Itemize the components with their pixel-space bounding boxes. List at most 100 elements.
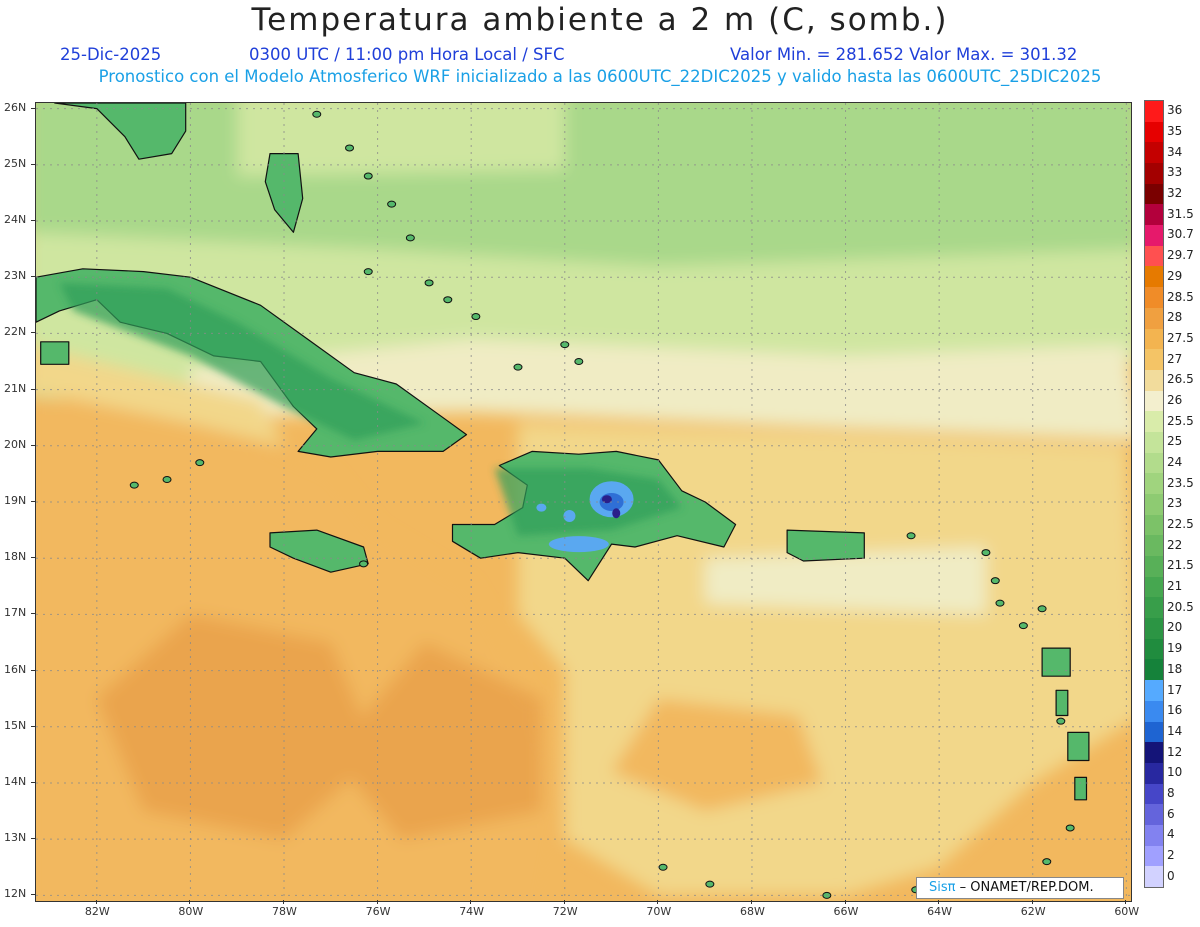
islet-6 [471,313,481,321]
legend-label: 21 [1167,579,1183,594]
legend-swatch [1145,307,1163,329]
lon-tick-label: 74W [459,905,485,918]
legend-label: 29.7 [1167,248,1194,263]
island-jamaica [269,529,369,573]
lat-tick-label: 18N [4,550,27,564]
lat-tick [31,894,35,896]
legend-label: 27 [1167,351,1183,366]
legend-swatch [1145,266,1163,288]
cuba-interior [59,282,425,441]
legend-swatch [1145,783,1163,805]
legend-label: 28.5 [1167,289,1194,304]
lon-tick [844,900,846,904]
lat-tick-label: 20N [4,437,27,451]
legend-label: 23.5 [1167,475,1194,490]
legend-swatch [1145,494,1163,516]
lon-tick [470,900,472,904]
lon-tick [1031,900,1033,904]
legend-swatch [1145,183,1163,205]
legend-label: 27.5 [1167,330,1194,345]
lon-tick [95,900,97,904]
islet-14 [990,577,1000,585]
islet-0 [312,110,322,118]
legend-label: 26 [1167,392,1183,407]
legend-swatch [1145,680,1163,702]
legend-label: 17 [1167,682,1183,697]
onamet-credit: – ONAMET/REP.DOM. [959,880,1094,895]
legend-label: 22.5 [1167,517,1194,532]
warm-patch-east [611,698,823,812]
temperature-map[interactable] [35,102,1132,902]
lon-tick-label: 70W [646,905,672,918]
islet-20 [1042,858,1052,866]
islet-3 [387,200,397,208]
central-cold-patch [563,510,576,523]
legend-label: 30.7 [1167,227,1194,242]
legend-swatch [1145,742,1163,764]
lat-tick [31,781,35,783]
legend-swatch [1145,328,1163,350]
legend-swatch [1145,514,1163,536]
island-florida [54,103,187,160]
legend-label: 0 [1167,868,1175,883]
islet-2 [363,172,373,180]
lat-tick-label: 13N [4,831,27,845]
color-legend [1144,100,1164,888]
legend-swatch [1145,204,1163,226]
lon-tick-label: 66W [833,905,859,918]
lon-tick [938,900,940,904]
legend-label: 31.5 [1167,206,1194,221]
legend-label: 20.5 [1167,599,1194,614]
lon-tick-label: 78W [272,905,297,918]
islet-18 [1056,717,1066,725]
lon-tick [750,900,752,904]
legend-label: 36 [1167,103,1183,118]
lon-tick [189,900,191,904]
forecast-date: 25-Dic-2025 [60,45,162,64]
lat-tick-label: 16N [4,662,27,676]
lon-tick-label: 60W [1114,905,1140,918]
legend-swatch [1145,804,1163,826]
legend-swatch [1145,390,1163,412]
legend-label: 23 [1167,496,1183,511]
land-masses [36,103,1090,899]
legend-label: 12 [1167,744,1183,759]
legend-label: 35 [1167,124,1183,139]
islet-15 [995,599,1005,607]
legend-label: 26.5 [1167,372,1194,387]
lon-tick [563,900,565,904]
legend-swatch [1145,349,1163,371]
lat-tick-label: 24N [4,213,27,226]
lat-tick [31,838,35,840]
lat-tick-label: 25N [4,156,27,170]
haiti-cold-patch [536,503,547,512]
legend-swatch [1145,473,1163,495]
lon-tick-label: 68W [739,905,765,918]
islet-10 [363,268,373,276]
legend-swatch [1145,452,1163,474]
lat-tick [31,613,35,615]
mountain-zones [536,481,634,553]
map-canvas [36,103,1131,901]
islet-25 [359,560,369,568]
islet-16 [1037,605,1047,613]
legend-label: 10 [1167,765,1183,780]
model-info: Pronostico con el Modelo Atmosferico WRF… [98,67,1102,86]
lat-tick [31,725,35,727]
legend-swatch [1145,121,1163,143]
lat-tick [31,669,35,671]
lon-tick [283,900,284,904]
legend-swatch [1145,824,1163,847]
legend-swatch [1145,597,1163,619]
forecast-time: 0300 UTC / 11:00 pm Hora Local / SFC [249,45,565,64]
lat-tick-label: 22N [4,325,27,339]
legend-label: 21.5 [1167,558,1194,573]
island-guadeloupe [1041,647,1071,677]
island-puerto-rico [786,529,865,562]
legend-swatch [1145,638,1163,660]
legend-label: 14 [1167,723,1183,738]
sea-temperature-field [36,103,1131,901]
islet-28 [129,481,139,489]
lat-tick [31,332,35,334]
lat-tick [31,557,35,559]
